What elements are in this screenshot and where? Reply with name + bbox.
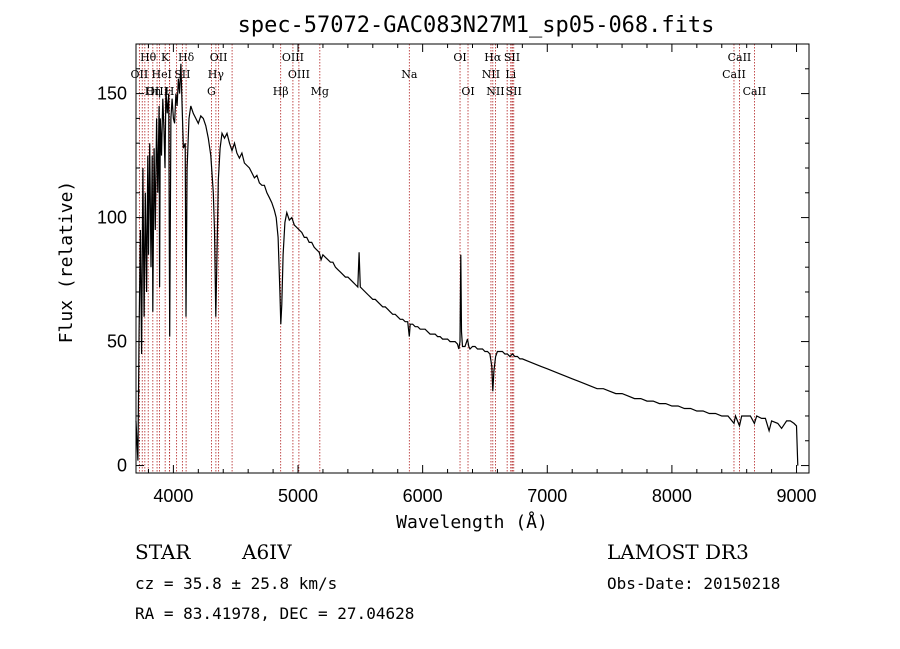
x-tick-label: 5000 (278, 486, 318, 506)
line-label: SII (174, 68, 190, 81)
survey-name: LAMOST DR3 (607, 540, 749, 564)
line-label: CaII (728, 51, 752, 64)
line-label: Hβ (273, 85, 289, 98)
emission-line-labels: Hθ OII OIII He Hη KIH Hδ SII OII Hγ G OIII OIII Hβ Mg N… (131, 51, 767, 98)
line-label: OII (131, 68, 149, 81)
line-label: CaII (722, 68, 746, 81)
y-tick-label: 50 (107, 332, 127, 352)
line-label: OII (210, 51, 228, 64)
line-label: Na (401, 68, 418, 81)
x-tick-label: 7000 (527, 486, 567, 506)
spectrum-line (135, 63, 799, 466)
observation-date: Obs-Date: 20150218 (607, 574, 780, 593)
line-label: I (167, 68, 171, 81)
line-label: Hα (484, 51, 502, 64)
line-label: SII (504, 51, 520, 64)
line-label: CaII (743, 85, 767, 98)
object-class: STAR (135, 540, 191, 564)
line-label: G (207, 85, 216, 98)
emission-line-markers (138, 44, 755, 473)
x-axis-ticks: 4000 5000 6000 7000 8000 9000 (147, 44, 817, 506)
y-tick-label: 150 (97, 84, 127, 104)
x-tick-label: 4000 (153, 486, 193, 506)
line-label: NII (486, 85, 504, 98)
y-axis-ticks: 0 50 100 150 (97, 68, 809, 476)
x-tick-label: 8000 (652, 486, 692, 506)
line-label: OIII (282, 51, 304, 64)
line-label: Li (505, 68, 516, 81)
line-label: K (161, 51, 170, 64)
redshift-readout: cz = 35.8 ± 25.8 km/s (135, 574, 337, 593)
plot-frame (135, 43, 810, 474)
coordinates-readout: RA = 83.41978, DEC = 27.04628 (135, 604, 414, 623)
x-axis-label: Wavelength (Å) (396, 511, 548, 533)
line-label: OI (453, 51, 466, 64)
line-label: NII (482, 68, 500, 81)
line-label: OIII (288, 68, 310, 81)
y-tick-label: 100 (97, 208, 127, 228)
object-subclass: A6IV (241, 540, 292, 564)
line-label: He (152, 68, 168, 81)
x-tick-label: 9000 (777, 486, 817, 506)
line-label: SII (506, 85, 522, 98)
x-tick-label: 6000 (403, 486, 443, 506)
line-label: H (165, 85, 175, 98)
line-label: Hη (145, 85, 161, 98)
line-label: Hδ (178, 51, 195, 64)
y-tick-label: 0 (117, 456, 127, 476)
line-label: OIII (146, 85, 168, 98)
chart-title: spec-57072-GAC083N27M1_sp05-068.fits (238, 13, 715, 38)
line-label: Hθ (140, 51, 157, 64)
line-label: Hγ (208, 68, 225, 81)
line-label: OI (461, 85, 474, 98)
y-axis-label: Flux (relative) (56, 181, 77, 344)
line-label: Mg (311, 85, 329, 98)
